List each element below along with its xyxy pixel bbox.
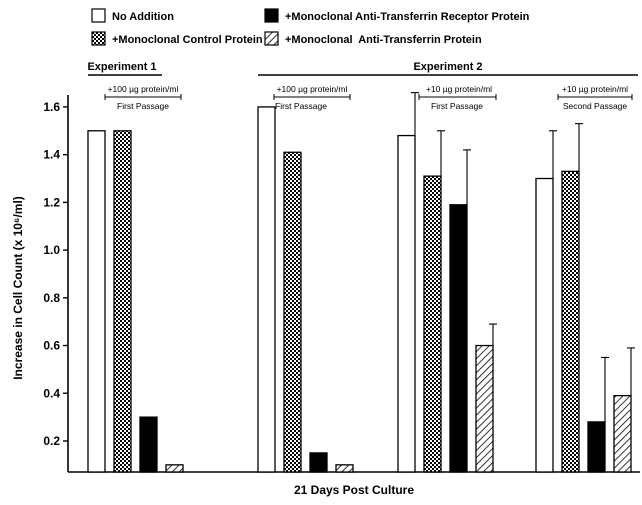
y-tick-label: 0.8 — [43, 291, 60, 305]
condition-group-3: +10 µg protein/ml First Passage — [418, 84, 497, 111]
bars — [87, 92, 635, 473]
bar-group3-anti-transferrin — [475, 344, 494, 473]
legend-swatch-hatch — [264, 31, 279, 46]
y-tick-label: 1.4 — [43, 148, 60, 162]
experiment-1-header: Experiment 1 — [87, 61, 162, 76]
y-tick-label: 1.2 — [43, 195, 60, 209]
dose-label: +10 µg protein/ml — [562, 84, 628, 94]
legend-entry-control: +Monoclonal Control Protein — [91, 31, 263, 46]
experiment-2-label: Experiment 2 — [413, 61, 482, 73]
condition-group-4: +10 µg protein/ml Second Passage — [557, 84, 633, 111]
bar-group4-no-addition — [535, 177, 554, 473]
condition-group-2: +100 µg protein/ml First Passage — [273, 84, 351, 111]
bar-group3-control — [423, 175, 442, 473]
bar-group2-anti-transferrin — [335, 464, 354, 473]
bar-group4-anti-transferrin — [613, 394, 632, 473]
dose-label: +100 µg protein/ml — [108, 84, 179, 94]
y-tick-label: 0.2 — [43, 434, 60, 448]
bar-group1-receptor — [139, 416, 158, 473]
legend-swatch-black — [264, 8, 279, 23]
x-axis-title: 21 Days Post Culture — [294, 483, 414, 497]
passage-label: First Passage — [117, 101, 169, 111]
bar-group1-control — [113, 130, 132, 473]
legend-label: No Addition — [112, 11, 174, 23]
passage-label: First Passage — [431, 101, 483, 111]
y-tick-label: 0.4 — [43, 386, 60, 400]
bar-group1-no-addition — [87, 130, 106, 473]
dose-label: +10 µg protein/ml — [426, 84, 492, 94]
bar-group1-anti-transferrin — [165, 464, 184, 473]
legend-label: +Monoclonal Anti-Transferrin Protein — [285, 34, 482, 46]
passage-label: First Passage — [275, 101, 327, 111]
experiment-2-header: Experiment 2 — [258, 61, 638, 76]
dose-label: +100 µg protein/ml — [277, 84, 348, 94]
y-axis-title: Increase in Cell Count (x 10⁶/ml) — [11, 196, 25, 380]
bar-group2-control — [283, 151, 302, 473]
bar-group2-receptor — [309, 452, 328, 473]
legend-label: +Monoclonal Control Protein — [112, 34, 263, 46]
legend-entry-anti-transferrin: +Monoclonal Anti-Transferrin Protein — [264, 31, 482, 46]
y-ticks: 0.2 0.4 0.6 0.8 1.0 1.2 1.4 1.6 — [43, 100, 68, 448]
passage-label: Second Passage — [563, 101, 628, 111]
legend-entry-receptor: +Monoclonal Anti-Transferrin Receptor Pr… — [264, 8, 530, 23]
legend-entry-no-addition: No Addition — [91, 8, 174, 23]
legend-swatch-dots — [91, 31, 106, 46]
condition-labels: +100 µg protein/ml First Passage +100 µg… — [104, 84, 633, 111]
legend-label: +Monoclonal Anti-Transferrin Receptor Pr… — [285, 11, 530, 23]
legend: No Addition +Monoclonal Anti-Transferrin… — [91, 8, 530, 46]
y-tick-label: 1.6 — [43, 100, 60, 114]
bar-group3-no-addition — [397, 134, 416, 473]
y-tick-label: 0.6 — [43, 339, 60, 353]
bar-group2-no-addition — [257, 106, 276, 473]
legend-swatch-white — [91, 8, 106, 23]
experiment-1-label: Experiment 1 — [87, 61, 156, 73]
bar-group4-control — [561, 170, 580, 473]
y-tick-label: 1.0 — [43, 243, 60, 257]
condition-group-1: +100 µg protein/ml First Passage — [104, 84, 182, 111]
bar-group3-receptor — [449, 204, 468, 473]
bar-group4-receptor — [587, 421, 606, 473]
